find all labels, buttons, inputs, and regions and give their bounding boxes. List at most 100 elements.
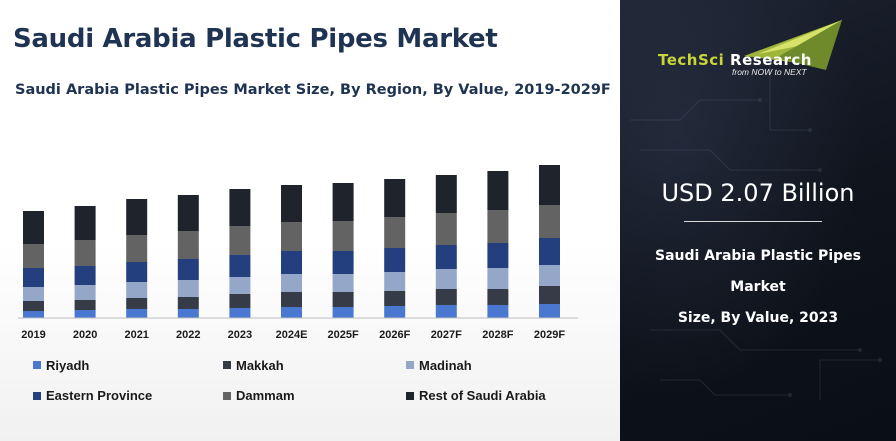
- bar-segment-2027F-eastern-province: [435, 245, 457, 269]
- legend-swatch: [406, 391, 414, 400]
- bar-segment-2019-riyadh: [23, 311, 44, 318]
- bar-segment-2026F-makkah: [384, 291, 406, 306]
- chart-legend: Riyadh Makkah Madinah Eastern Province Damma…: [33, 358, 603, 408]
- bar-segment-2019-madinah: [23, 287, 44, 301]
- bars-group: [23, 165, 560, 318]
- x-tick-labels: 2019 2020 2021 2022 2023 2024E 2025F 2026F 2027F…: [21, 329, 565, 341]
- legend-item-madinah: Madinah: [406, 357, 596, 373]
- x-tick-label: 2022: [176, 329, 200, 341]
- bar-segment-2024E-dammam: [281, 222, 302, 251]
- x-tick-label: 2027F: [431, 329, 462, 341]
- bar-segment-2024E-makkah: [281, 292, 302, 307]
- summary-panel: TechSci Research from NOW to NEXT USD 2.…: [620, 0, 896, 441]
- bar-segment-2027F-madinah: [435, 269, 457, 289]
- legend-swatch: [223, 391, 231, 400]
- bar-segment-2022-rest-of-saudi-arabia: [177, 195, 199, 231]
- bar-segment-2022-madinah: [177, 280, 199, 297]
- page-title: Saudi Arabia Plastic Pipes Market: [13, 24, 498, 54]
- divider: [684, 221, 822, 222]
- bar-segment-2024E-rest-of-saudi-arabia: [281, 185, 302, 222]
- bar-segment-2019-rest-of-saudi-arabia: [23, 211, 44, 244]
- legend-label: Rest of Saudi Arabia: [419, 388, 546, 403]
- legend-label: Riyadh: [46, 357, 90, 373]
- bar-segment-2028F-riyadh: [487, 305, 509, 318]
- x-tick-label: 2020: [73, 329, 97, 341]
- bar-segment-2027F-makkah: [435, 289, 457, 305]
- legend-swatch: [33, 391, 41, 400]
- bar-segment-2028F-rest-of-saudi-arabia: [487, 171, 509, 210]
- bar-segment-2020-eastern-province: [74, 266, 96, 285]
- bar-segment-2021-dammam: [126, 235, 148, 262]
- legend-item-dammam: Dammam: [223, 388, 406, 403]
- bar-segment-2024E-riyadh: [281, 307, 302, 318]
- legend-item-eastern-province: Eastern Province: [33, 388, 223, 403]
- circuit-background-decoration: [630, 60, 882, 400]
- bar-segment-2023-rest-of-saudi-arabia: [229, 189, 251, 226]
- bar-segment-2025F-riyadh: [332, 307, 354, 318]
- logo-tagline: from NOW to NEXT: [732, 67, 807, 77]
- bar-segment-2021-eastern-province: [126, 262, 148, 282]
- bar-segment-2029F-madinah: [539, 265, 560, 286]
- bar-segment-2022-makkah: [177, 297, 199, 309]
- bar-segment-2021-rest-of-saudi-arabia: [126, 199, 148, 235]
- bar-segment-2023-madinah: [229, 277, 251, 294]
- bar-segment-2025F-eastern-province: [332, 251, 354, 274]
- legend-label: Makkah: [236, 357, 284, 373]
- bar-segment-2023-dammam: [229, 226, 251, 255]
- techsci-logo: TechSci Research from NOW to NEXT: [656, 18, 856, 80]
- legend-swatch: [406, 361, 414, 369]
- bar-segment-2029F-dammam: [539, 205, 560, 238]
- bar-segment-2020-makkah: [74, 300, 96, 310]
- chart-panel: Saudi Arabia Plastic Pipes Market Saudi …: [0, 0, 620, 441]
- legend-label: Dammam: [236, 388, 295, 403]
- bar-segment-2023-eastern-province: [229, 255, 251, 277]
- bar-segment-2027F-rest-of-saudi-arabia: [435, 175, 457, 213]
- bar-segment-2027F-dammam: [435, 213, 457, 245]
- bar-segment-2019-makkah: [23, 301, 44, 311]
- bar-segment-2025F-dammam: [332, 221, 354, 251]
- caption-line-1: Saudi Arabia Plastic Pipes Market: [655, 248, 861, 295]
- bar-segment-2021-makkah: [126, 298, 148, 309]
- x-tick-label: 2021: [124, 329, 148, 341]
- bar-segment-2025F-rest-of-saudi-arabia: [332, 183, 354, 221]
- bar-segment-2021-madinah: [126, 282, 148, 298]
- bar-segment-2023-riyadh: [229, 308, 251, 318]
- bar-segment-2023-makkah: [229, 294, 251, 308]
- bar-segment-2022-dammam: [177, 231, 199, 259]
- legend-item-rest-of-saudi-arabia: Rest of Saudi Arabia: [406, 388, 596, 403]
- bar-segment-2026F-dammam: [384, 217, 406, 248]
- bar-segment-2024E-eastern-province: [281, 251, 302, 274]
- bar-segment-2029F-rest-of-saudi-arabia: [539, 165, 560, 205]
- legend-label: Eastern Province: [46, 388, 153, 403]
- chart-subtitle: Saudi Arabia Plastic Pipes Market Size, …: [15, 82, 611, 98]
- bar-segment-2027F-riyadh: [435, 305, 457, 318]
- bar-segment-2019-dammam: [23, 244, 44, 268]
- bar-segment-2020-dammam: [74, 240, 96, 266]
- bar-segment-2020-rest-of-saudi-arabia: [74, 206, 96, 240]
- legend-swatch: [223, 361, 231, 369]
- bar-segment-2026F-madinah: [384, 272, 406, 291]
- x-tick-label: 2028F: [482, 329, 513, 341]
- bar-segment-2026F-rest-of-saudi-arabia: [384, 179, 406, 217]
- bar-segment-2022-eastern-province: [177, 259, 199, 280]
- bar-segment-2020-madinah: [74, 285, 96, 300]
- legend-item-makkah: Makkah: [223, 357, 406, 373]
- bar-segment-2026F-riyadh: [384, 306, 406, 318]
- bar-segment-2022-riyadh: [177, 309, 199, 318]
- bar-segment-2020-riyadh: [74, 310, 96, 318]
- bar-segment-2029F-makkah: [539, 286, 560, 304]
- bar-segment-2025F-madinah: [332, 274, 354, 292]
- logo-swoosh-icon: [744, 20, 842, 70]
- bar-segment-2028F-madinah: [487, 268, 509, 289]
- x-tick-label: 2029F: [534, 329, 565, 341]
- legend-label: Madinah: [419, 357, 472, 373]
- logo-wordmark: TechSci Research: [658, 51, 812, 69]
- x-tick-label: 2023: [228, 329, 252, 341]
- caption-line-2: Size, By Value, 2023: [677, 310, 839, 326]
- legend-swatch: [33, 361, 41, 369]
- legend-item-riyadh: Riyadh: [33, 357, 223, 373]
- bar-segment-2028F-dammam: [487, 210, 509, 243]
- bar-segment-2019-eastern-province: [23, 268, 44, 287]
- bar-segment-2025F-makkah: [332, 292, 354, 307]
- bar-segment-2028F-eastern-province: [487, 243, 509, 268]
